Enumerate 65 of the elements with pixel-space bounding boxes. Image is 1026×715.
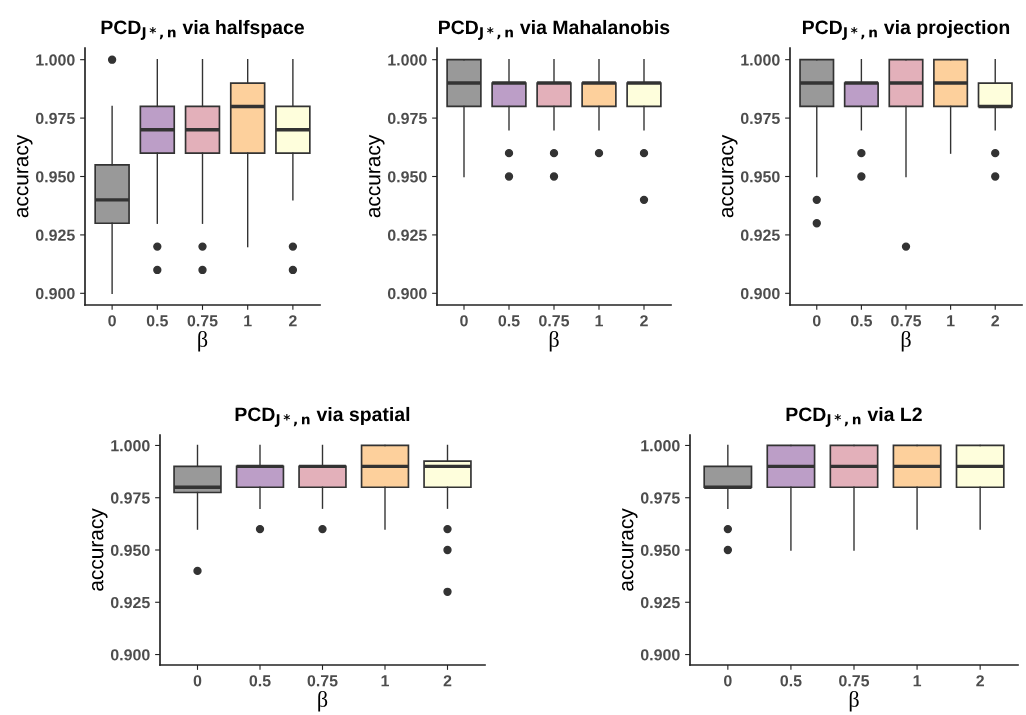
y-tick-label: 0.925	[110, 596, 150, 609]
y-tick-label: 0.925	[387, 229, 427, 241]
y-tick-label: 0.950	[35, 171, 75, 183]
x-tick-label: 0.75	[839, 675, 870, 687]
y-tick-label: 1.000	[36, 54, 75, 66]
y-tick-label: 0.900	[740, 287, 780, 300]
y-tick-label: 0.925	[640, 596, 680, 609]
x-tick-label: 0	[108, 315, 116, 327]
x-tick-label: 1	[381, 675, 389, 687]
x-tick-label: 0.5	[498, 315, 520, 327]
y-tick-label: 0.975	[35, 112, 75, 125]
x-tick-label: 0.75	[307, 675, 338, 687]
y-axis-title: accuracy	[92, 508, 108, 591]
x-tick-label: 1	[595, 315, 603, 327]
x-tick-label: 0.75	[891, 315, 922, 327]
y-axis-title: accuracy	[369, 134, 385, 218]
x-tick-label: 0	[812, 315, 821, 327]
x-axis-title: β	[849, 691, 859, 712]
x-tick-label: 0	[724, 675, 732, 687]
x-tick-label: 1	[244, 315, 252, 327]
y-tick-label: 0.925	[35, 229, 75, 241]
x-tick-label: 0.75	[539, 315, 570, 327]
x-tick-label: 2	[976, 675, 984, 687]
x-tick-label: 2	[640, 315, 648, 327]
y-tick-label: 0.950	[110, 544, 150, 556]
y-axis-title: accuracy	[722, 134, 738, 218]
x-axis-title: β	[901, 331, 911, 352]
x-axis-title: β	[318, 691, 328, 712]
y-tick-label: 0.900	[35, 287, 75, 300]
y-tick-label: 1.000	[111, 440, 150, 452]
x-tick-label: 0.5	[146, 315, 168, 327]
chart-title: PCD$_{J*,n}$ via L2	[786, 406, 922, 427]
y-tick-label: 0.900	[640, 649, 680, 661]
y-tick-label: 0.925	[740, 229, 780, 241]
x-tick-label: 0.5	[850, 315, 873, 327]
chart-title: PCD$_{J*,n}$ via halfspace	[101, 19, 304, 40]
y-tick-label: 0.975	[640, 492, 680, 504]
x-tick-label: 2	[289, 315, 297, 327]
y-axis-title: accuracy	[622, 508, 638, 591]
x-tick-label: 2	[443, 675, 452, 687]
x-tick-label: 0.5	[249, 675, 271, 687]
y-tick-label: 0.950	[387, 171, 427, 183]
x-tick-label: 0.5	[780, 675, 802, 687]
y-tick-label: 1.000	[388, 54, 427, 66]
x-tick-label: 2	[991, 315, 1000, 327]
x-axis-title: β	[198, 331, 208, 352]
x-tick-label: 1	[913, 675, 922, 687]
y-tick-label: 1.000	[741, 54, 780, 66]
x-axis-title: β	[549, 331, 559, 352]
x-tick-label: 0	[193, 675, 202, 687]
y-tick-label: 0.900	[387, 287, 427, 300]
x-tick-label: 1	[947, 315, 955, 327]
chart-title: PCD$_{J*,n}$ via Mahalanobis	[439, 19, 670, 40]
y-tick-label: 0.975	[740, 112, 780, 125]
y-axis-title: accuracy	[17, 134, 33, 218]
x-tick-label: 0	[460, 315, 468, 327]
y-tick-label: 0.975	[110, 492, 150, 504]
y-tick-label: 1.000	[641, 440, 680, 452]
y-tick-label: 0.950	[740, 171, 780, 183]
y-tick-label: 0.975	[387, 112, 427, 125]
y-tick-label: 0.900	[110, 649, 150, 661]
y-tick-label: 0.950	[640, 544, 680, 556]
x-tick-label: 0.75	[187, 315, 218, 327]
chart-title: PCD$_{J*,n}$ via spatial	[235, 406, 410, 427]
chart-title: PCD$_{J*,n}$ via projection	[802, 19, 1010, 40]
